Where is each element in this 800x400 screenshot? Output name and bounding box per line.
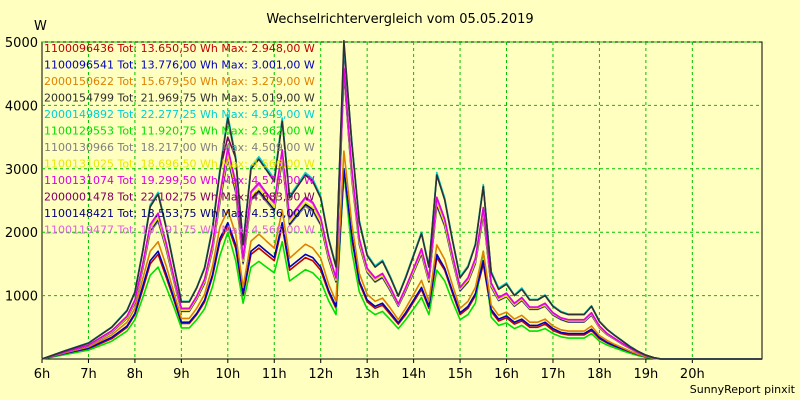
x-tick-label: 15h [448,367,473,382]
legend-entry: 1100131025 Tot: 18.696,50 Wh Max: 4.566,… [44,158,315,171]
x-tick-label: 18h [587,367,612,382]
x-tick-label: 9h [173,367,190,382]
x-tick-label: 16h [494,367,519,382]
legend-entry: 1100096541 Tot: 13.776,00 Wh Max: 3.001,… [44,59,315,72]
y-tick-label: 2000 [5,226,38,241]
legend-entry: 1100096436 Tot: 13.650,50 Wh Max: 2.948,… [44,42,315,55]
x-tick-label: 6h [34,367,51,382]
series-lines [41,39,762,360]
y-tick-label: 5000 [5,36,38,51]
x-tick-label: 7h [80,367,97,382]
legend-entry: 1100131074 Tot: 19.299,50 Wh Max: 4.576,… [44,174,315,187]
legend-entry: 2000149892 Tot: 22.277,25 Wh Max: 4.949,… [44,108,315,121]
legend-entry: 2000001478 Tot: 22.102,75 Wh Max: 4.883,… [44,191,315,204]
legend-entry: 1100129553 Tot: 11.920,75 Wh Max: 2.962,… [44,125,315,138]
x-tick-label: 11h [262,367,287,382]
y-tick-label: 4000 [5,99,38,114]
x-tick-label: 12h [308,367,333,382]
chart-title: Wechselrichtervergleich vom 05.05.2019 [266,12,533,27]
legend-entry: 1100148421 Tot: 18.553,75 Wh Max: 4.536,… [44,207,315,220]
y-axis-label: W [34,19,47,34]
x-tick-label: 19h [633,367,658,382]
legend-entry: 2000154799 Tot: 21.969,75 Wh Max: 5.019,… [44,92,315,105]
axis-ticks: 1000 2000 3000 4000 5000 6h 7h 8h 9h 10h 11h 12h 13h… [5,36,705,382]
y-tick-label: 1000 [5,290,38,305]
legend: 1100096436 Tot: 13.650,50 Wh Max: 2.948,… [44,42,315,237]
x-tick-label: 10h [215,367,240,382]
plot-area [41,41,763,360]
legend-entry: 1100119477 Tot: 19.191,75 Wh Max: 4.566,… [44,224,315,237]
x-tick-label: 13h [355,367,380,382]
x-tick-label: 14h [401,367,426,382]
x-tick-label: 17h [541,367,566,382]
y-tick-label: 3000 [5,163,38,178]
footer-credit: SunnyReport pinxit [690,383,796,396]
x-tick-label: 20h [680,367,705,382]
series-line-3 [41,39,762,360]
legend-entry: 2000150622 Tot: 15.679,50 Wh Max: 3.279,… [44,75,315,88]
x-tick-label: 8h [127,367,144,382]
legend-entry: 1100130966 Tot: 18.217,00 Wh Max: 4.509,… [44,141,315,154]
